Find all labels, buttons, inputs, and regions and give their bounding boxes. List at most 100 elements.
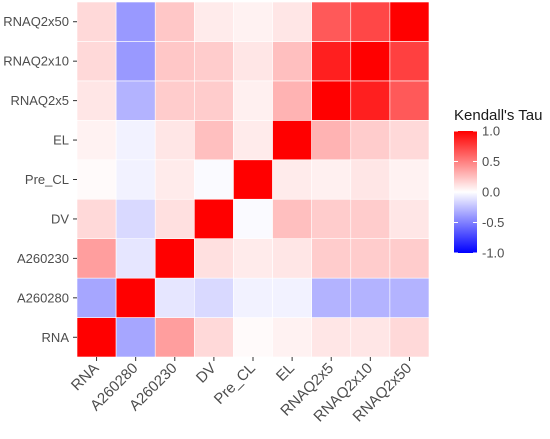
heatmap-cell-EL-A260230 — [154, 120, 195, 161]
heatmap-cell-EL-A260280 — [115, 120, 156, 161]
y-tick-label-DV: DV — [51, 211, 69, 226]
heatmap-cell-RNA-A260280 — [115, 317, 156, 358]
heatmap-cell-A260280-A260230 — [154, 277, 195, 318]
heatmap-cell-RNAQ2x50-DV — [194, 1, 234, 42]
heatmap-cell-Pre_CL-DV — [194, 159, 234, 200]
heatmap-cell-Pre_CL-EL — [272, 159, 312, 200]
y-tick-label-RNAQ2x50: RNAQ2x50 — [3, 14, 69, 29]
heatmap-cell-RNAQ2x10-A260230 — [154, 41, 195, 82]
y-axis-ticks — [73, 21, 77, 338]
heatmap-cell-Pre_CL-A260230 — [154, 159, 195, 200]
heatmap-cell-Pre_CL-RNA — [76, 159, 117, 200]
heatmap-cell-A260230-RNAQ2x50 — [389, 238, 430, 279]
heatmap-cell-A260280-RNAQ2x10 — [350, 277, 391, 318]
y-tick-label-A260230: A260230 — [17, 251, 69, 266]
heatmap-cell-RNAQ2x10-A260280 — [115, 41, 156, 82]
heatmap-cell-A260280-A260280 — [115, 277, 156, 318]
legend-title: Kendall's Tau — [454, 107, 542, 124]
y-tick-label-RNA: RNA — [42, 330, 70, 345]
heatmap-cell-RNAQ2x5-EL — [272, 80, 312, 121]
legend-tick-label--0.5: -0.5 — [482, 215, 504, 230]
heatmap-cell-RNAQ2x50-EL — [272, 1, 312, 42]
heatmap-cell-EL-RNAQ2x10 — [350, 120, 391, 161]
heatmap-cell-A260280-RNA — [76, 277, 117, 318]
heatmap-cells — [76, 1, 430, 358]
heatmap-cell-RNAQ2x10-Pre_CL — [233, 41, 273, 82]
heatmap-cell-RNAQ2x10-RNAQ2x10 — [350, 41, 391, 82]
heatmap-cell-RNA-EL — [272, 317, 312, 358]
y-tick-label-A260280: A260280 — [17, 290, 69, 305]
legend-ticks: 1.0 0.5 0.0 -0.5 -1.0 — [454, 124, 504, 261]
heatmap-cell-RNAQ2x5-RNA — [76, 80, 117, 121]
heatmap-cell-DV-DV — [194, 198, 234, 239]
heatmap-cell-EL-RNAQ2x5 — [311, 120, 352, 161]
heatmap-cell-RNAQ2x5-Pre_CL — [233, 80, 273, 121]
heatmap-cell-RNA-RNA — [76, 317, 117, 358]
heatmap-cell-RNA-Pre_CL — [233, 317, 273, 358]
heatmap-cell-RNAQ2x10-RNA — [76, 41, 117, 82]
heatmap-cell-RNAQ2x50-RNAQ2x10 — [350, 1, 391, 42]
legend-colorbar — [454, 131, 477, 253]
heatmap-cell-EL-RNAQ2x50 — [389, 120, 430, 161]
color-legend: Kendall's Tau 1.0 0.5 0.0 -0.5 -1.0 — [454, 107, 542, 261]
heatmap-cell-RNAQ2x50-Pre_CL — [233, 1, 273, 42]
legend-tick-label-0.5: 0.5 — [482, 154, 500, 169]
heatmap-cell-EL-Pre_CL — [233, 120, 273, 161]
heatmap-cell-Pre_CL-Pre_CL — [233, 159, 273, 200]
heatmap-cell-EL-RNA — [76, 120, 117, 161]
heatmap-cell-RNA-RNAQ2x50 — [389, 317, 430, 358]
y-tick-label-RNAQ2x5: RNAQ2x5 — [10, 93, 69, 108]
heatmap-cell-Pre_CL-RNAQ2x10 — [350, 159, 391, 200]
heatmap-cell-EL-DV — [194, 120, 234, 161]
x-axis-ticks — [96, 357, 410, 361]
heatmap-cell-RNAQ2x10-EL — [272, 41, 312, 82]
heatmap-cell-A260230-DV — [194, 238, 234, 279]
heatmap-cell-DV-A260280 — [115, 198, 156, 239]
heatmap-cell-Pre_CL-A260280 — [115, 159, 156, 200]
heatmap-cell-RNA-RNAQ2x5 — [311, 317, 352, 358]
heatmap-cell-RNAQ2x50-RNAQ2x5 — [311, 1, 352, 42]
heatmap-cell-A260230-EL — [272, 238, 312, 279]
heatmap-cell-A260280-Pre_CL — [233, 277, 273, 318]
heatmap-cell-A260230-Pre_CL — [233, 238, 273, 279]
heatmap-cell-RNAQ2x50-RNA — [76, 1, 117, 42]
heatmap-cell-RNAQ2x5-RNAQ2x5 — [311, 80, 352, 121]
x-tick-label-DV: DV — [193, 360, 220, 387]
heatmap-cell-RNA-A260230 — [154, 317, 195, 358]
heatmap-cell-A260280-RNAQ2x5 — [311, 277, 352, 318]
x-tick-label-RNA: RNA — [68, 360, 102, 394]
heatmap-cell-RNAQ2x10-DV — [194, 41, 234, 82]
heatmap-cell-DV-A260230 — [154, 198, 195, 239]
heatmap-cell-A260230-RNAQ2x10 — [350, 238, 391, 279]
legend-tick-label-0.0: 0.0 — [482, 185, 500, 200]
heatmap-cell-RNAQ2x5-A260230 — [154, 80, 195, 121]
heatmap-cell-RNAQ2x50-A260280 — [115, 1, 156, 42]
heatmap-cell-Pre_CL-RNAQ2x5 — [311, 159, 352, 200]
heatmap-cell-A260230-A260230 — [154, 238, 195, 279]
heatmap-cell-EL-EL — [272, 120, 312, 161]
heatmap-cell-RNAQ2x10-RNAQ2x50 — [389, 41, 430, 82]
x-tick-label-Pre_CL: Pre_CL — [211, 360, 259, 408]
x-tick-label-EL: EL — [273, 360, 298, 385]
heatmap-cell-DV-RNAQ2x50 — [389, 198, 430, 239]
legend-tick-label--1.0: -1.0 — [482, 246, 504, 261]
heatmap-cell-RNA-DV — [194, 317, 234, 358]
heatmap-cell-RNAQ2x5-DV — [194, 80, 234, 121]
heatmap-cell-Pre_CL-RNAQ2x50 — [389, 159, 430, 200]
heatmap-cell-A260230-A260280 — [115, 238, 156, 279]
y-tick-label-Pre_CL: Pre_CL — [25, 172, 69, 187]
heatmap-cell-DV-RNA — [76, 198, 117, 239]
heatmap-cell-DV-EL — [272, 198, 312, 239]
heatmap-cell-DV-RNAQ2x10 — [350, 198, 391, 239]
heatmap-cell-RNAQ2x5-RNAQ2x10 — [350, 80, 391, 121]
y-tick-label-RNAQ2x10: RNAQ2x10 — [3, 54, 69, 69]
y-tick-label-EL: EL — [53, 133, 69, 148]
heatmap-cell-A260280-DV — [194, 277, 234, 318]
heatmap-cell-A260280-EL — [272, 277, 312, 318]
heatmap-cell-RNAQ2x10-RNAQ2x5 — [311, 41, 352, 82]
heatmap-cell-RNAQ2x50-RNAQ2x50 — [389, 1, 430, 42]
heatmap-cell-A260230-RNAQ2x5 — [311, 238, 352, 279]
heatmap-cell-RNAQ2x50-A260230 — [154, 1, 195, 42]
heatmap-cell-DV-Pre_CL — [233, 198, 273, 239]
